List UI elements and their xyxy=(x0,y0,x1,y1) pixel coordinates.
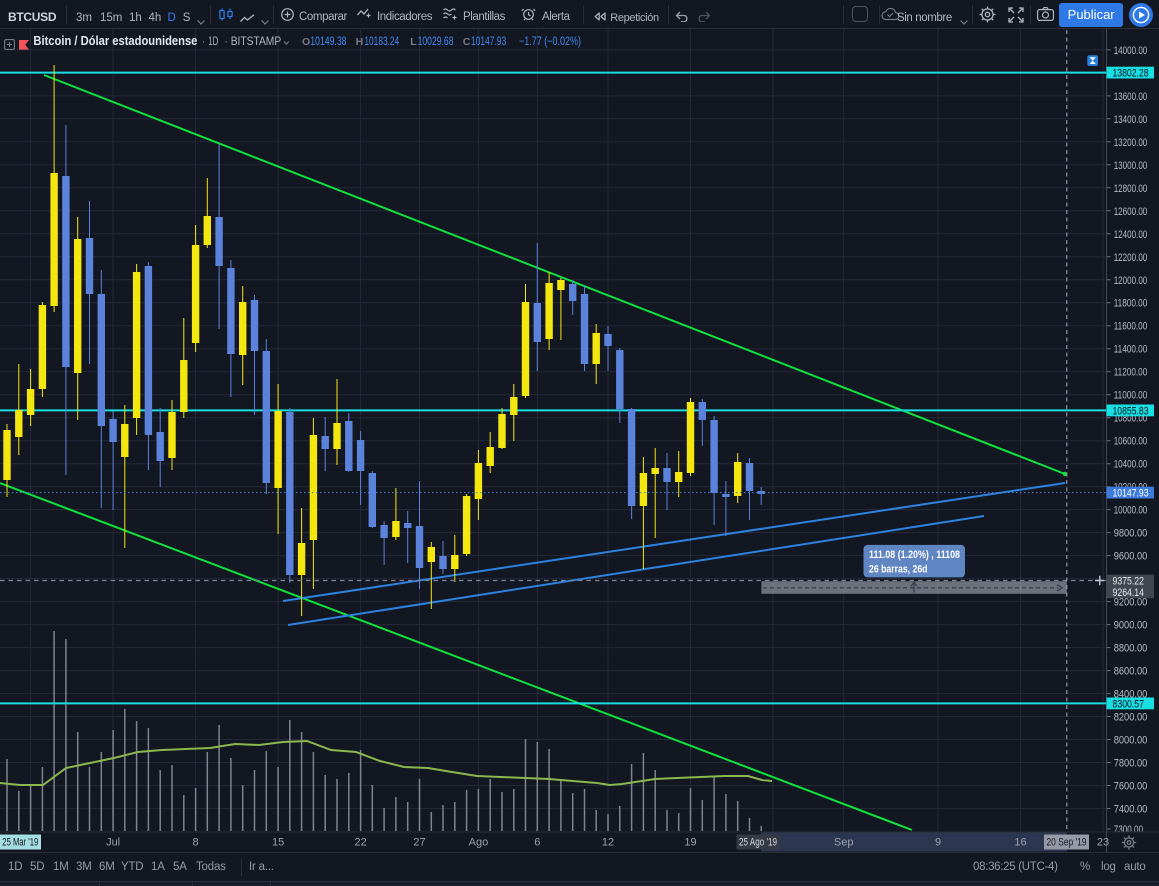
svg-text:12000.00: 12000.00 xyxy=(1114,275,1148,287)
svg-text:·: · xyxy=(202,36,206,48)
svg-text:7400.00: 7400.00 xyxy=(1114,804,1148,816)
svg-text:9800.00: 9800.00 xyxy=(1114,528,1148,540)
svg-text:12400.00: 12400.00 xyxy=(1114,229,1148,241)
svg-text:8200.00: 8200.00 xyxy=(1114,712,1148,724)
svg-text:26 barras, 26d: 26 barras, 26d xyxy=(869,564,928,576)
svg-text:9: 9 xyxy=(935,837,941,849)
svg-text:10147.93: 10147.93 xyxy=(1113,488,1149,500)
svg-text:10147.93: 10147.93 xyxy=(471,36,506,48)
svg-text:1D: 1D xyxy=(208,36,218,48)
svg-text:8600.00: 8600.00 xyxy=(1114,666,1148,678)
svg-text:12200.00: 12200.00 xyxy=(1114,252,1148,264)
svg-text:L: L xyxy=(410,36,417,48)
svg-text:·: · xyxy=(224,36,228,48)
svg-text:8300.57: 8300.57 xyxy=(1113,698,1145,710)
svg-text:22: 22 xyxy=(354,837,366,849)
svg-text:13400.00: 13400.00 xyxy=(1114,114,1148,126)
svg-text:Bitcoin / Dólar estadounidense: Bitcoin / Dólar estadounidense xyxy=(33,33,197,48)
svg-text:11400.00: 11400.00 xyxy=(1114,344,1148,356)
svg-text:Sep: Sep xyxy=(834,837,854,849)
svg-text:9600.00: 9600.00 xyxy=(1114,551,1148,563)
svg-text:9264.14: 9264.14 xyxy=(1113,587,1145,599)
svg-text:12: 12 xyxy=(602,837,614,849)
svg-text:13802.28: 13802.28 xyxy=(1113,68,1149,80)
svg-text:12800.00: 12800.00 xyxy=(1114,183,1148,195)
svg-text:20 Sep '19: 20 Sep '19 xyxy=(1047,837,1087,849)
svg-text:15: 15 xyxy=(272,837,284,849)
svg-text:11200.00: 11200.00 xyxy=(1114,367,1148,379)
svg-text:−1.77 (−0.02%): −1.77 (−0.02%) xyxy=(519,36,581,48)
svg-text:14000.00: 14000.00 xyxy=(1114,45,1148,57)
svg-text:10149.38: 10149.38 xyxy=(310,36,346,48)
svg-text:6: 6 xyxy=(534,837,540,849)
svg-text:10029.68: 10029.68 xyxy=(418,36,454,48)
svg-text:12600.00: 12600.00 xyxy=(1114,206,1148,218)
svg-text:Jul: Jul xyxy=(106,837,120,849)
svg-text:Ago: Ago xyxy=(469,837,489,849)
svg-text:C: C xyxy=(463,36,471,48)
svg-text:11000.00: 11000.00 xyxy=(1114,390,1148,402)
svg-text:13000.00: 13000.00 xyxy=(1114,160,1148,172)
svg-text:8000.00: 8000.00 xyxy=(1114,735,1148,747)
svg-text:10855.83: 10855.83 xyxy=(1113,405,1149,417)
svg-text:27: 27 xyxy=(413,837,425,849)
svg-text:9000.00: 9000.00 xyxy=(1114,620,1148,632)
svg-text:9375.22: 9375.22 xyxy=(1113,576,1145,588)
svg-text:111.08 (1.20%) , 11108: 111.08 (1.20%) , 11108 xyxy=(869,549,960,561)
svg-text:11800.00: 11800.00 xyxy=(1114,298,1148,310)
svg-text:19: 19 xyxy=(684,837,696,849)
svg-text:25 Ago '19: 25 Ago '19 xyxy=(739,837,777,849)
svg-text:10000.00: 10000.00 xyxy=(1114,505,1148,517)
svg-text:H: H xyxy=(356,36,364,48)
svg-text:10183.24: 10183.24 xyxy=(364,36,399,48)
svg-text:13200.00: 13200.00 xyxy=(1114,137,1148,149)
svg-text:O: O xyxy=(302,36,310,48)
svg-text:11600.00: 11600.00 xyxy=(1114,321,1148,333)
svg-text:10400.00: 10400.00 xyxy=(1114,459,1148,471)
svg-text:7800.00: 7800.00 xyxy=(1114,758,1148,770)
svg-text:8: 8 xyxy=(193,837,199,849)
svg-text:8800.00: 8800.00 xyxy=(1114,643,1148,655)
svg-text:13600.00: 13600.00 xyxy=(1114,91,1148,103)
svg-text:7600.00: 7600.00 xyxy=(1114,781,1148,793)
svg-text:BITSTAMP: BITSTAMP xyxy=(231,36,282,48)
svg-text:16: 16 xyxy=(1014,837,1026,849)
svg-text:10600.00: 10600.00 xyxy=(1114,436,1148,448)
svg-text:25 Mar '19: 25 Mar '19 xyxy=(2,837,38,849)
svg-text:23: 23 xyxy=(1097,837,1109,849)
svg-text:9200.00: 9200.00 xyxy=(1114,597,1148,609)
